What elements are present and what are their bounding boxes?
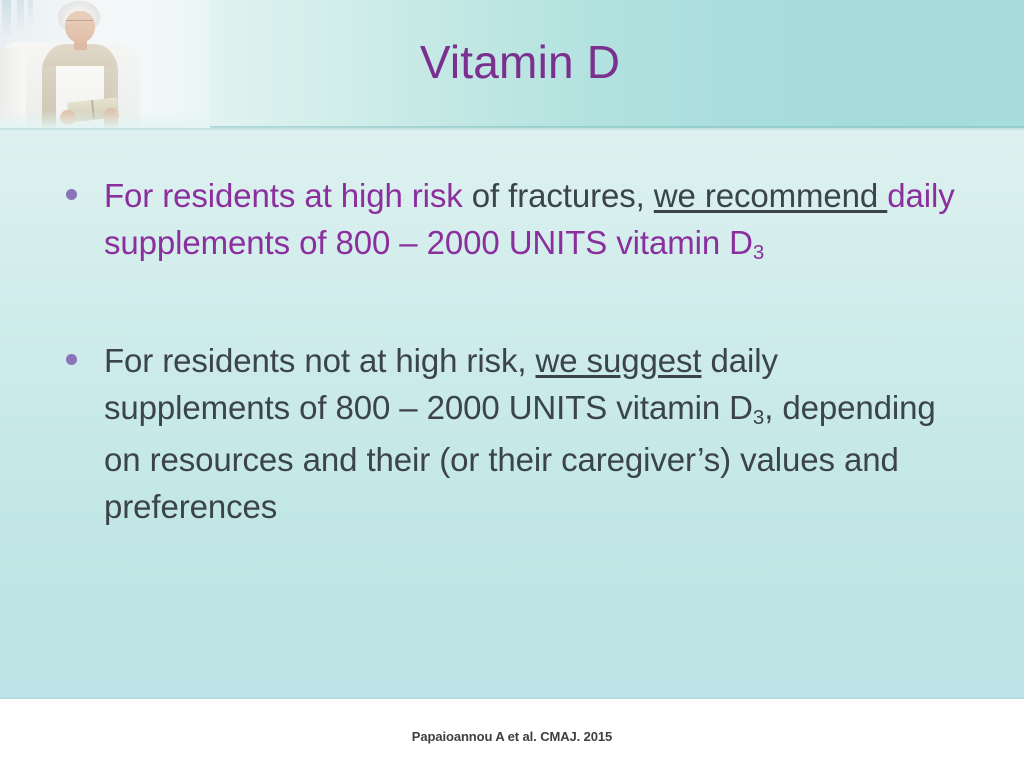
bullet-segment: , depending on resources and their (or t… xyxy=(104,389,936,525)
bullet-dot-icon xyxy=(66,189,77,200)
bullet-segment-emphasis: we suggest xyxy=(535,342,702,379)
bullet-not-high-risk-text: For residents not at high risk, we sugge… xyxy=(104,342,936,525)
bullet-segment: of fractures, xyxy=(471,177,654,214)
bullet-segment: daily supplements of 800 – 2000 UNITS vi… xyxy=(104,177,955,261)
bullet-segment: daily supplements of 800 – 2000 UNITS vi… xyxy=(104,342,778,426)
bullet-dot-icon xyxy=(66,354,77,365)
slide-content: For residents at high risk of fractures,… xyxy=(56,172,956,530)
bullet-segment: For residents not at high risk, xyxy=(104,342,536,379)
header-band-shadow xyxy=(0,126,1024,131)
list-item: For residents not at high risk, we sugge… xyxy=(56,337,956,530)
elderly-woman-reading-book-photo xyxy=(0,0,210,128)
page-title: Vitamin D xyxy=(419,36,621,88)
bullet-segment-subscript: 3 xyxy=(752,406,765,430)
bullet-segment-subscript: 3 xyxy=(752,241,765,265)
bullet-segment: For residents at high risk xyxy=(104,177,472,214)
bullet-segment-emphasis: we recommend xyxy=(653,177,888,214)
bullet-high-risk-text: For residents at high risk of fractures,… xyxy=(104,177,955,265)
footer-citation: Papaioannou A et al. CMAJ. 2015 xyxy=(411,729,613,744)
photo-right-fade-overlay xyxy=(0,0,210,128)
slide-body-bottom-edge xyxy=(0,697,1024,699)
photo-bottom-fade-overlay xyxy=(0,110,210,128)
list-item: For residents at high risk of fractures,… xyxy=(56,172,956,271)
